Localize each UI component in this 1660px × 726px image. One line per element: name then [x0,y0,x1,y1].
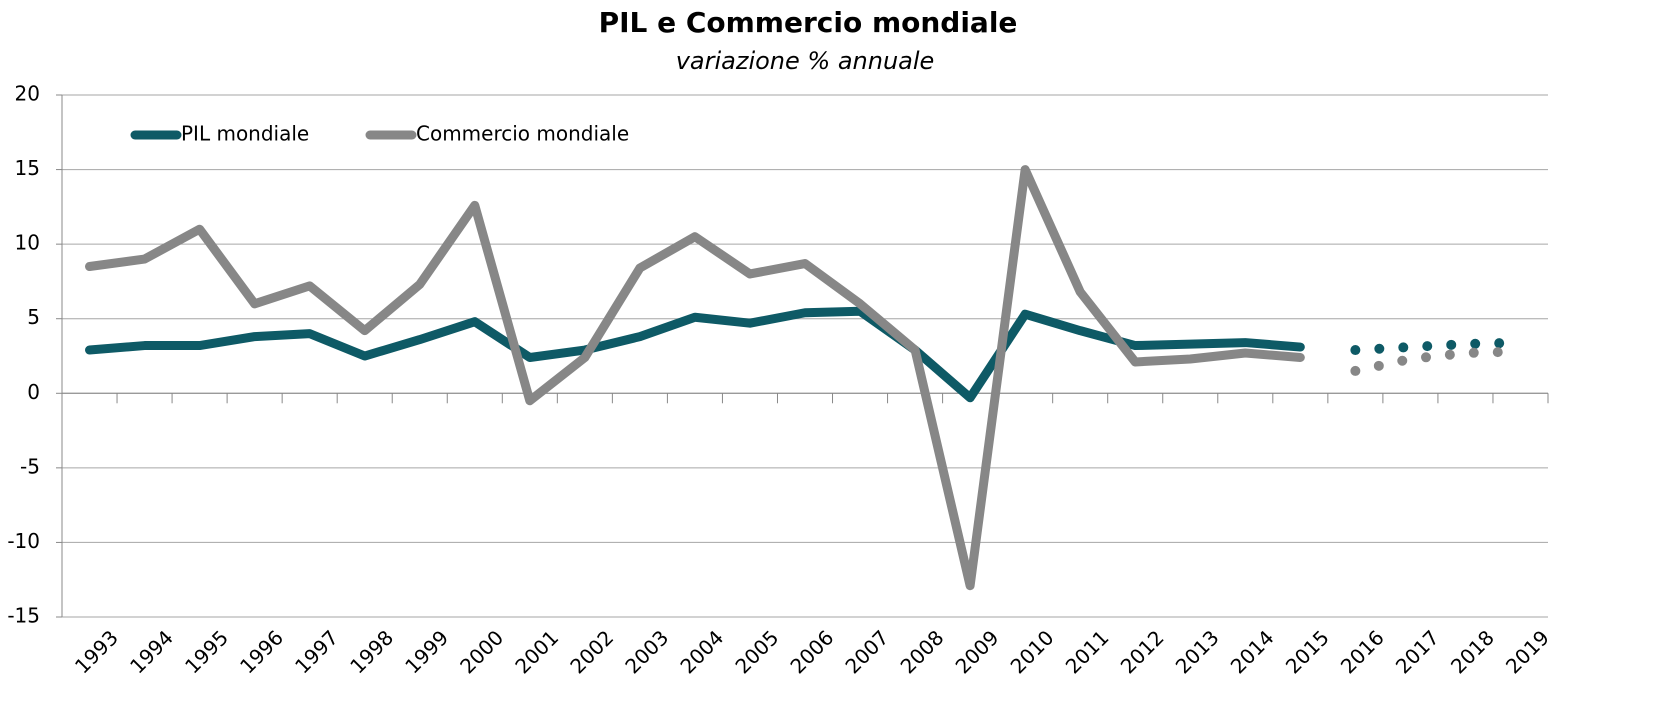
forecast-line [1350,346,1526,376]
x-tick-label: 2004 [675,625,728,678]
x-tick-label: 1993 [70,625,123,678]
legend-label: PIL mondiale [181,122,309,146]
y-tick-label: -10 [7,529,40,553]
line [85,306,1305,403]
x-tick-label: 2011 [1061,625,1114,678]
chart-subtitle: variazione % annuale [676,47,935,75]
y-tick-label: -5 [20,454,40,478]
x-tick-label: 2002 [565,625,618,678]
y-tick-label: 20 [15,82,40,106]
x-tick-label: 2007 [840,625,893,678]
x-tick-label: 1996 [235,625,288,678]
x-tick-label: 2001 [510,625,563,678]
legend-label: Commercio mondiale [416,122,629,146]
y-tick-label: -15 [7,604,40,628]
x-tick-label: 2015 [1281,625,1334,678]
x-tick-label: 2014 [1226,625,1279,678]
x-tick-label: 1999 [400,625,453,678]
x-tick-label: 2008 [896,625,949,678]
x-tick-label: 2003 [620,625,673,678]
x-tick-label: 2006 [785,625,838,678]
chart-title: PIL e Commercio mondiale [599,6,1018,39]
x-tick-label: 1995 [180,625,233,678]
x-tick-label: 1998 [345,625,398,678]
x-tick-label: 1997 [290,625,343,678]
y-tick-label: 0 [27,380,40,404]
x-tick-label: 2000 [455,625,508,678]
x-tick-label: 2016 [1336,625,1389,678]
x-tick-label: 2019 [1501,625,1554,678]
x-tick-label: 2018 [1446,625,1499,678]
x-tick-label: 2017 [1391,625,1444,678]
y-tick-label: 5 [27,305,40,329]
line [85,165,1305,591]
x-tick-label: 2009 [951,625,1004,678]
x-tick-label: 2010 [1006,625,1059,678]
y-tick-label: 15 [15,156,40,180]
y-tick-label: 10 [15,231,40,255]
forecast-line [1350,337,1526,356]
x-tick-label: 2013 [1171,625,1224,678]
x-tick-label: 2005 [730,625,783,678]
x-tick-label: 2012 [1116,625,1169,678]
x-tick-label: 1994 [125,625,178,678]
